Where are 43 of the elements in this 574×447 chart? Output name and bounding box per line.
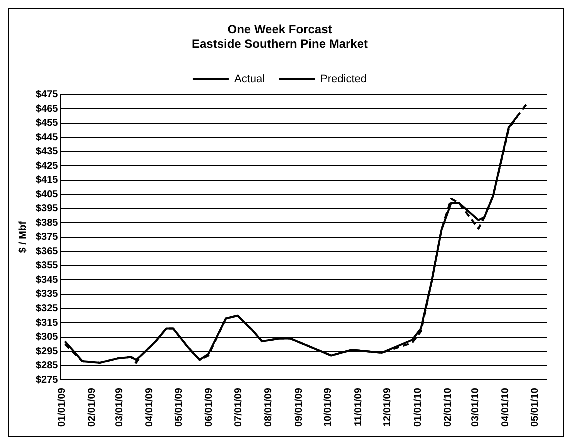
y-tick-label: $295 <box>36 346 59 358</box>
x-tick-label: 03/01/10 <box>470 388 482 428</box>
y-tick-label: $335 <box>36 289 59 300</box>
x-tick-label: 01/01/10 <box>412 388 424 428</box>
y-tick-label: $415 <box>36 175 59 186</box>
x-tick-label: 05/01/10 <box>530 388 541 428</box>
x-tick-label: 03/01/09 <box>114 388 126 428</box>
y-tick-label: $285 <box>36 360 59 372</box>
x-tick-label: 05/01/09 <box>174 388 185 428</box>
y-tick-label: $425 <box>36 160 59 172</box>
x-tick-label: 07/01/09 <box>233 388 244 428</box>
y-tick-label: $375 <box>36 232 59 244</box>
x-tick-label: 10/01/09 <box>323 388 334 428</box>
x-tick-label: 09/01/09 <box>294 388 305 428</box>
x-tick-label: 02/01/10 <box>443 388 454 428</box>
y-tick-label: $395 <box>36 204 59 215</box>
text: One Week Forcast <box>228 22 332 37</box>
y-tick-label: $385 <box>36 218 59 229</box>
x-tick-label: 04/01/09 <box>144 388 156 428</box>
y-tick-label: $355 <box>36 260 59 272</box>
y-tick-label: $405 <box>36 189 59 200</box>
y-tick-label: $305 <box>36 332 59 344</box>
y-tick-label: $475 <box>36 90 59 101</box>
y-tick-label: $345 <box>36 274 59 286</box>
legend-label: Actual <box>234 73 266 86</box>
y-axis-title: $ / Mbf <box>18 220 29 254</box>
x-tick-label: 04/01/10 <box>500 388 512 428</box>
y-tick-label: $275 <box>36 374 59 386</box>
y-tick-label: $435 <box>36 146 59 158</box>
y-tick-label: $325 <box>36 304 59 315</box>
x-tick-label: 08/01/09 <box>264 388 275 428</box>
y-tick-label: $465 <box>36 104 59 115</box>
y-tick-label: $315 <box>36 318 59 329</box>
y-tick-label: $445 <box>36 132 59 144</box>
x-tick-label: 01/01/09 <box>56 388 68 428</box>
x-tick-label: 11/01/09 <box>353 388 364 426</box>
x-tick-label: 06/01/09 <box>204 388 216 428</box>
x-tick-label: 12/01/09 <box>382 388 394 428</box>
text: Eastside Southern Pine Market <box>192 36 368 51</box>
x-tick-label: 02/01/09 <box>87 388 98 428</box>
legend-label: Predicted <box>320 73 368 86</box>
y-tick-label: $365 <box>36 246 59 258</box>
y-tick-label: $455 <box>36 118 59 130</box>
